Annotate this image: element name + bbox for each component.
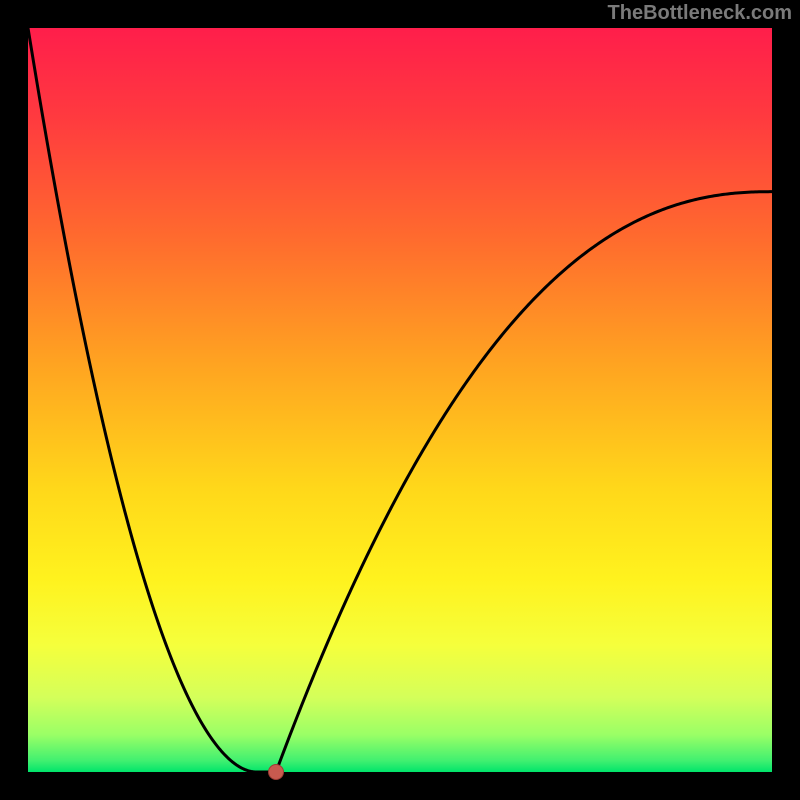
plot-area bbox=[28, 28, 772, 772]
optimum-marker-dot bbox=[268, 764, 284, 780]
chart-container: TheBottleneck.com bbox=[0, 0, 800, 800]
watermark-text: TheBottleneck.com bbox=[608, 2, 792, 25]
